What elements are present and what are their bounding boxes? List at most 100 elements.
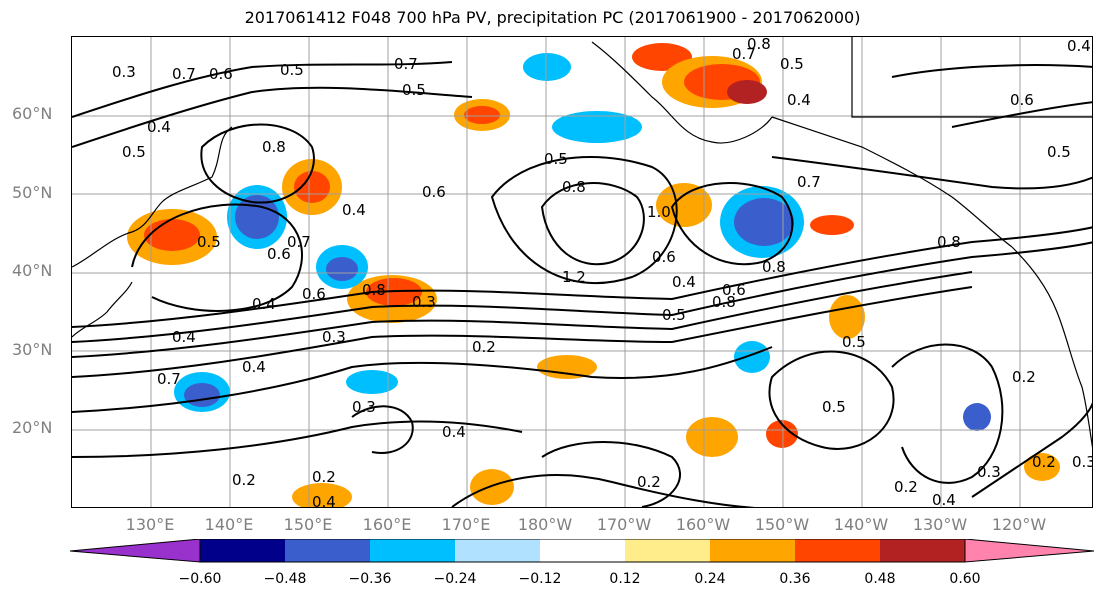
colorbar-segment — [795, 539, 880, 562]
lat-label: 60°N — [12, 104, 53, 123]
lon-label: 160°W — [675, 515, 731, 534]
contour-label: 0.5 — [544, 150, 568, 168]
contour-label: 0.2 — [637, 473, 661, 491]
contour-label: 0.4 — [672, 273, 696, 291]
colorbar-tick-label: 0.60 — [949, 571, 981, 587]
contour-label: 0.7 — [732, 45, 756, 63]
contour-label: 0.3 — [412, 293, 436, 311]
colorbar-tick-label: 0.36 — [779, 571, 811, 587]
precip-positive-area — [294, 171, 330, 203]
precip-negative-area — [552, 111, 642, 143]
contour-label: 0.3 — [352, 398, 376, 416]
lon-label: 140°E — [204, 515, 254, 534]
contour-label: 0.2 — [232, 471, 256, 489]
lon-label: 150°W — [754, 515, 810, 534]
graticule — [72, 37, 1092, 507]
contour-label: 0.2 — [472, 338, 496, 356]
precip-positive-area — [464, 106, 500, 124]
precip-positive-area — [470, 469, 514, 505]
contour-label: 0.5 — [780, 55, 804, 73]
colorbar-tick-label: 0.12 — [609, 571, 641, 587]
map-canvas: 0.7 0.6 0.5 0.7 0.5 0.8 0.7 0.5 0.4 0.6 … — [72, 37, 1093, 508]
contour-label: 0.6 — [652, 248, 676, 266]
lon-label: 120°W — [991, 515, 1047, 534]
contour-label: 0.4 — [1067, 37, 1091, 55]
precip-negative-area — [326, 257, 358, 281]
contour-label: 0.6 — [422, 183, 446, 201]
contour-label: 0.5 — [402, 81, 426, 99]
contour-label: 0.8 — [747, 37, 771, 53]
contour-label: 0.4 — [252, 295, 276, 313]
pv-contours — [72, 61, 1092, 507]
lon-label: 170°E — [441, 515, 491, 534]
colorbar-segment — [370, 539, 455, 562]
precip-positive-area — [537, 355, 597, 379]
contour-label: 0.2 — [894, 478, 918, 496]
contour-label: 0.3 — [1072, 453, 1093, 471]
lon-label: 140°W — [833, 515, 889, 534]
precip-positive-area — [1024, 453, 1060, 481]
contour-label: 0.4 — [172, 328, 196, 346]
contour-label: 0.4 — [242, 358, 266, 376]
contour-label: 0.4 — [442, 423, 466, 441]
precip-negative-area — [963, 403, 991, 431]
colorbar-extend-low — [70, 539, 201, 563]
lon-label: 130°E — [125, 515, 175, 534]
contour-label: 0.5 — [842, 333, 866, 351]
contour-label: 0.3 — [977, 463, 1001, 481]
contour-label: 0.6 — [722, 281, 746, 299]
contour-label: 0.5 — [197, 233, 221, 251]
colorbar-tick-label: −0.24 — [433, 571, 477, 587]
contour-label: 0.6 — [302, 285, 326, 303]
precip-negative-area — [523, 53, 571, 81]
contour-label: 0.8 — [262, 138, 286, 156]
precip-negative-area — [734, 198, 794, 246]
contour-label: 0.8 — [362, 281, 386, 299]
contour-label: 0.2 — [1032, 453, 1056, 471]
precip-negative-area — [184, 383, 220, 407]
contour-label: 0.6 — [209, 65, 233, 83]
contour-label: 0.8 — [712, 293, 736, 311]
contour-label: 0.4 — [932, 491, 956, 508]
lon-label: 180°W — [517, 515, 573, 534]
contour-label: 0.3 — [322, 328, 346, 346]
precip-negative-area — [235, 195, 279, 239]
contour-label: 0.7 — [172, 65, 196, 83]
contour-label: 0.5 — [280, 61, 304, 79]
colorbar — [70, 539, 1095, 563]
contour-label: 0.7 — [287, 233, 311, 251]
precip-positive-area — [144, 219, 200, 251]
lat-label: 30°N — [12, 340, 53, 359]
contour-label: 0.8 — [762, 258, 786, 276]
precip-positive-area — [766, 420, 798, 448]
contour-label: 0.4 — [342, 201, 366, 219]
contour-label: 0.7 — [157, 370, 181, 388]
lon-label: 130°W — [912, 515, 968, 534]
colorbar-segment — [455, 539, 540, 562]
contour-label-group: 0.7 0.6 0.5 0.7 0.5 0.8 0.7 0.5 0.4 0.6 … — [112, 37, 1093, 508]
colorbar-segment — [285, 539, 370, 562]
contour-label: 1.0 — [647, 203, 671, 221]
precip-negative-area — [734, 341, 770, 373]
colorbar-tick-label: −0.60 — [178, 571, 222, 587]
lat-label: 40°N — [12, 261, 53, 280]
contour-label: 0.3 — [112, 63, 136, 81]
lat-label: 50°N — [12, 183, 53, 202]
map-panel: 0.7 0.6 0.5 0.7 0.5 0.8 0.7 0.5 0.4 0.6 … — [71, 36, 1093, 508]
contour-label: 0.5 — [822, 398, 846, 416]
colorbar-segment — [200, 539, 285, 562]
colorbar-segment — [540, 539, 625, 562]
contour-label: 0.4 — [787, 91, 811, 109]
contour-label: 0.5 — [662, 306, 686, 324]
lon-label: 160°E — [362, 515, 412, 534]
colorbar-segment — [625, 539, 710, 562]
contour-label: 0.6 — [267, 245, 291, 263]
contour-label: 0.6 — [1010, 91, 1034, 109]
contour-label: 1.2 — [562, 268, 586, 286]
precip-positive-area — [292, 483, 352, 507]
contour-label: 0.8 — [562, 178, 586, 196]
contour-label: 0.2 — [312, 468, 336, 486]
contour-label: 0.7 — [797, 173, 821, 191]
contour-label: 0.7 — [394, 55, 418, 73]
precip-positive-area — [727, 80, 767, 104]
